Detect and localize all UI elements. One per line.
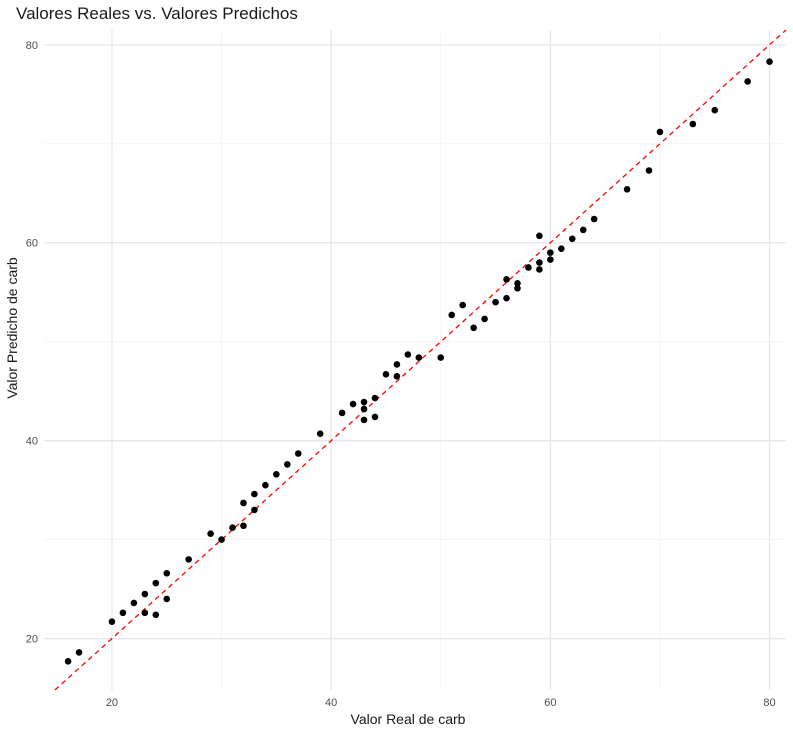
data-point [481,315,488,323]
data-point [371,394,379,402]
data-point [240,499,247,507]
data-point [536,259,543,266]
data-point [547,256,554,263]
data-point [558,245,565,252]
data-point [240,522,247,530]
data-point [689,120,697,128]
data-point [393,373,401,380]
data-point [141,590,149,598]
y-tick-label: 20 [26,634,38,646]
data-point [130,599,138,607]
data-point [590,215,598,223]
data-point [514,280,521,287]
data-point [415,354,423,361]
data-point [393,361,401,368]
data-point [163,595,171,603]
x-tick-label: 40 [325,697,337,709]
data-point [338,409,346,417]
chart-title: Valores Reales vs. Valores Predichos [16,4,298,23]
data-point [349,400,357,408]
y-tick-label: 40 [26,436,38,448]
data-point [360,405,368,413]
data-point [108,618,116,626]
data-point [251,506,258,514]
data-point [744,78,751,85]
data-point [152,611,160,619]
data-point [437,354,445,361]
data-point [645,167,653,174]
y-axis-title: Valor Predicho de carb [4,257,20,399]
x-tick-label: 60 [544,697,556,709]
data-point [623,186,631,193]
data-point [503,276,510,283]
minor-gridlines [44,30,786,690]
data-point [459,301,466,309]
identity-reference-line [54,29,787,691]
data-point [382,371,390,378]
data-point [656,128,664,136]
data-point [207,530,214,537]
data-point [360,416,368,424]
x-axis-tick-labels: 20 40 60 80 [106,697,776,709]
data-point [766,58,773,65]
data-point [229,524,236,532]
data-point [492,298,499,306]
data-point [141,609,149,617]
data-point [152,579,160,587]
data-point [470,324,477,332]
data-point [404,351,412,358]
data-point [218,536,225,543]
data-point [262,481,269,489]
data-point [371,413,379,421]
data-point [448,311,456,319]
data-point [294,450,302,457]
data-point [75,649,83,656]
data-point [185,556,192,563]
data-point [525,264,532,271]
data-point [163,569,171,577]
major-gridlines [44,30,786,690]
data-point [568,235,576,243]
data-point [119,609,127,617]
data-point [251,490,258,498]
data-point [273,470,280,478]
data-point [64,658,72,665]
x-tick-label: 20 [106,697,118,709]
y-tick-label: 80 [26,40,38,52]
y-axis-tick-labels: 20 40 60 80 [26,40,38,646]
x-axis-title: Valor Real de carb [351,711,466,727]
data-point [547,249,554,256]
data-point [514,284,521,292]
data-point [360,398,368,406]
data-point [503,294,510,302]
data-point [711,106,719,114]
y-tick-label: 60 [26,238,38,250]
data-point [316,430,324,438]
data-points [64,58,773,665]
data-point [284,461,291,468]
data-point [536,266,543,273]
x-tick-label: 80 [763,697,775,709]
data-point [579,226,587,234]
data-point [536,232,543,240]
